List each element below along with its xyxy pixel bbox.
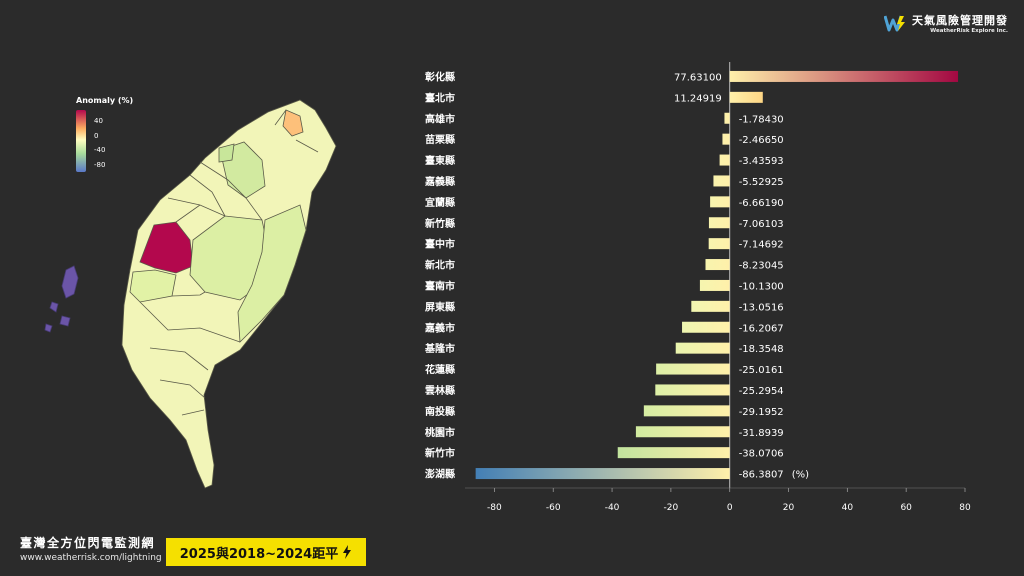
category-label: 臺北市: [425, 91, 455, 104]
map-region-taipei: [282, 109, 304, 137]
legend-title: Anomaly (%): [76, 96, 134, 105]
footer-badge-label: 2025與2018~2024距平: [179, 546, 339, 562]
category-label: 彰化縣: [425, 70, 455, 83]
bar: [656, 363, 730, 375]
bar: [635, 426, 730, 438]
bar: [708, 238, 730, 250]
category-label: 花蓮縣: [425, 363, 455, 376]
value-label: -10.1300: [739, 281, 784, 292]
category-label: 南投縣: [425, 405, 455, 418]
map-region-border-lines: [139, 109, 319, 416]
category-label: 新竹縣: [425, 217, 455, 230]
taiwan-anomaly-map: [44, 99, 337, 489]
legend-tick: 0: [94, 132, 99, 140]
brand-name: 天氣風險管理開發: [912, 14, 1008, 27]
bar: [729, 91, 763, 103]
unit-label: (%): [792, 470, 809, 481]
value-label: -31.8939: [739, 428, 784, 439]
value-label: -5.52925: [739, 177, 784, 188]
category-label: 桃園市: [425, 426, 455, 439]
category-label: 澎湖縣: [425, 468, 455, 481]
x-tick-label: 60: [900, 503, 912, 513]
bar: [675, 342, 730, 354]
brand-logo: 天氣風險管理開發 WeatherRisk Explore Inc.: [884, 12, 1008, 34]
bar: [705, 259, 730, 271]
brand-subtitle: WeatherRisk Explore Inc.: [930, 28, 1008, 34]
weatherrisk-logo-icon: [884, 15, 905, 32]
x-tick-label: 20: [783, 503, 795, 513]
value-label: -29.1952: [739, 407, 784, 418]
category-label: 嘉義市: [424, 321, 455, 334]
map-region-changhua: [139, 221, 194, 274]
value-label: -7.06103: [739, 219, 784, 230]
bar: [710, 196, 730, 208]
x-tick-label: 80: [959, 503, 971, 513]
category-label: 臺中市: [425, 238, 455, 251]
value-label: -6.66190: [739, 198, 784, 209]
category-label: 新北市: [425, 259, 455, 272]
bar: [617, 447, 730, 459]
bar: [655, 384, 730, 396]
value-label: -2.46650: [739, 135, 784, 146]
value-label: -25.2954: [739, 386, 784, 397]
category-label: 屏東縣: [424, 300, 455, 313]
lightning-bolt-icon: [343, 545, 352, 559]
category-label: 基隆市: [424, 342, 455, 355]
x-tick-label: -80: [487, 503, 502, 513]
value-label: -25.0161: [739, 365, 784, 376]
bar: [729, 70, 959, 82]
value-label: -1.78430: [739, 114, 784, 125]
map-region-penghu: [44, 265, 79, 333]
value-label: -13.0516: [739, 302, 784, 313]
legend-tick: -40: [94, 146, 106, 154]
footer-badge: 2025與2018~2024距平: [166, 538, 366, 566]
bar: [708, 217, 730, 229]
footer-title: 臺灣全方位閃電監測網: [20, 536, 156, 550]
bar: [475, 468, 730, 480]
value-label: 77.63100: [674, 72, 722, 83]
category-label: 臺東縣: [425, 154, 455, 167]
x-tick-label: -40: [605, 503, 620, 513]
bar: [643, 405, 730, 417]
category-label: 新竹市: [425, 447, 455, 460]
bar: [682, 321, 730, 333]
value-label: -16.2067: [739, 323, 784, 334]
value-label: -18.3548: [739, 344, 784, 355]
bar: [724, 112, 730, 124]
category-label: 雲林縣: [425, 384, 455, 397]
value-label: -3.43593: [739, 156, 784, 167]
value-label: -86.3807: [739, 470, 784, 481]
bar: [719, 154, 730, 166]
x-tick-label: -60: [546, 503, 561, 513]
x-tick-label: 0: [727, 503, 733, 513]
x-tick-label: 40: [842, 503, 854, 513]
value-label: -38.0706: [739, 449, 784, 460]
value-label: 11.24919: [674, 93, 722, 104]
footer-url: www.weatherrisk.com/lightning: [20, 553, 162, 563]
value-label: -7.14692: [739, 240, 784, 251]
bar: [691, 300, 730, 312]
category-label: 嘉義縣: [424, 175, 455, 188]
map-region-hsinchu-city: [218, 143, 235, 163]
category-label: 高雄市: [425, 112, 455, 125]
legend-tick: 40: [94, 117, 103, 125]
legend-tick: -80: [94, 161, 106, 169]
bar: [699, 279, 730, 291]
bar: [722, 133, 730, 145]
category-label: 臺南市: [425, 279, 455, 292]
bar: [713, 175, 730, 187]
value-label: -8.23045: [739, 261, 784, 272]
x-tick-label: -20: [664, 503, 679, 513]
legend-colorbar: [76, 110, 86, 172]
category-label: 苗栗縣: [425, 133, 455, 146]
map-region-hualien: [237, 204, 307, 343]
category-label: 宜蘭縣: [425, 196, 455, 209]
